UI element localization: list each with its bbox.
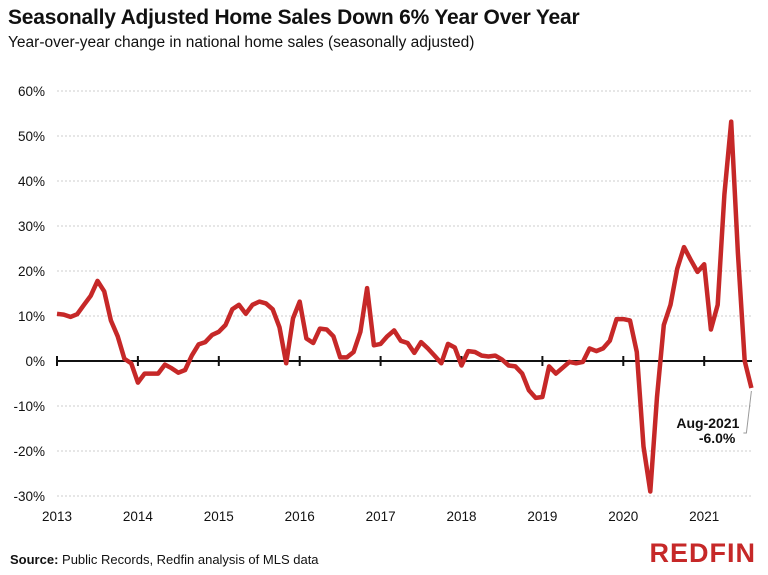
annotation-value: -6.0% [699, 430, 736, 446]
x-tick-label: 2013 [42, 509, 72, 524]
x-tick-label: 2019 [527, 509, 557, 524]
redfin-logo: REDFIN [649, 538, 756, 568]
x-tick-label: 2014 [123, 509, 154, 524]
annotation-label: Aug-2021 [676, 415, 739, 431]
y-tick-label: 20% [18, 264, 45, 279]
y-tick-label: 10% [18, 309, 45, 324]
x-tick-label: 2015 [204, 509, 234, 524]
source-text: Public Records, Redfin analysis of MLS d… [58, 552, 319, 567]
y-tick-label: 40% [18, 174, 45, 189]
series-line [56, 119, 754, 494]
x-tick-label: 2016 [285, 509, 315, 524]
y-tick-label: 0% [25, 354, 45, 369]
source-label: Source: [10, 552, 59, 567]
y-tick-label: -30% [13, 489, 45, 504]
x-tick-label: 2018 [446, 509, 476, 524]
y-tick-label: -10% [13, 399, 45, 414]
y-tick-label: 60% [18, 84, 45, 99]
annotation-leader [743, 390, 752, 434]
chart-title: Seasonally Adjusted Home Sales Down 6% Y… [8, 6, 580, 29]
x-tick-label: 2017 [366, 509, 396, 524]
chart-subtitle: Year-over-year change in national home s… [8, 34, 475, 51]
y-tick-label: 30% [18, 219, 45, 234]
y-tick-label: -20% [13, 444, 45, 459]
y-tick-label: 50% [18, 129, 45, 144]
x-tick-label: 2020 [608, 509, 638, 524]
source-note: Source: Public Records, Redfin analysis … [10, 552, 319, 567]
x-tick-label: 2021 [689, 509, 719, 524]
